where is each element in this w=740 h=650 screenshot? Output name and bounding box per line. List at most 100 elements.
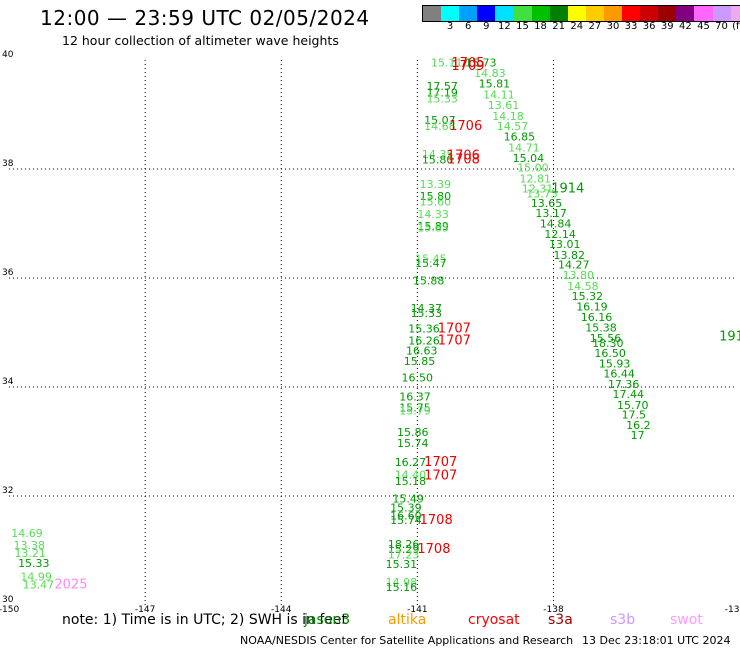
wave-height-color-scale <box>422 5 740 22</box>
pass-time-label: 1707 <box>424 455 457 470</box>
pass-time-label: 1708 <box>417 542 450 557</box>
wave-height-reading: 15.60 <box>420 196 452 209</box>
wave-height-reading: 15.31 <box>386 558 418 571</box>
legend-satellite-cryosat: cryosat <box>468 612 520 628</box>
wave-height-reading: 15.70 <box>617 399 649 412</box>
scale-swatch <box>622 6 641 21</box>
wave-height-reading: 12.81 <box>519 173 551 186</box>
wave-height-reading: 16.19 <box>576 301 608 314</box>
wave-height-reading: 16.2 <box>626 419 651 432</box>
wave-height-reading: 16.60 <box>390 509 422 522</box>
wave-height-reading: 16.26 <box>408 334 440 347</box>
wave-height-reading: 15.07 <box>424 114 456 127</box>
wave-height-reading: 18.30 <box>592 337 624 350</box>
wave-height-reading: 14.98 <box>386 576 418 589</box>
pass-time-label: 1914 <box>719 330 740 345</box>
scale-label: 45 <box>697 21 710 32</box>
lat-tick-label: 32 <box>2 486 13 496</box>
wave-height-reading: 14.40 <box>395 469 427 482</box>
scale-label: 21 <box>552 21 566 32</box>
wave-height-reading: 13.17 <box>535 207 567 220</box>
wave-height-reading: 16.50 <box>594 347 626 360</box>
wave-height-reading: 14.83 <box>474 67 506 80</box>
lon-tick-label: -150 <box>0 605 19 615</box>
wave-height-reading: 16.44 <box>603 368 635 381</box>
wave-height-reading: 17.5 <box>622 409 647 422</box>
wave-height-reading: 13.01 <box>549 238 581 251</box>
wave-height-reading: 15.74 <box>397 437 429 450</box>
wave-height-reading: 13.80 <box>563 269 595 282</box>
lon-tick-label: -147 <box>135 605 155 615</box>
scale-label: 18 <box>534 21 547 32</box>
wave-height-reading: 16.16 <box>581 311 613 324</box>
wave-height-reading: 14.68 <box>424 120 456 133</box>
scale-swatch <box>712 6 731 21</box>
wave-height-reading: 15.85 <box>404 355 436 368</box>
scale-swatch <box>567 6 586 21</box>
scale-label: 33 <box>624 21 638 32</box>
wave-height-reading: 15.00 <box>517 162 549 175</box>
wave-height-reading: 15.89 <box>417 220 449 233</box>
wave-height-reading: 17 <box>631 429 645 442</box>
wave-height-reading: 15.38 <box>585 321 617 334</box>
wave-height-reading: 13.38 <box>14 539 46 552</box>
legend-satellite-altika: altika <box>388 612 427 628</box>
wave-height-reading: 12.14 <box>544 228 576 241</box>
wave-height-reading: 15.86 <box>397 426 429 439</box>
wave-height-reading: 14.11 <box>483 89 515 102</box>
pass-time-label: 1914 <box>551 181 584 196</box>
legend-satellite-jason3: jason3 <box>304 612 351 628</box>
wave-height-reading: 15.79 <box>399 404 431 417</box>
legend-satellite-swot: swot <box>670 612 703 628</box>
wave-height-reading: 15.29 <box>388 543 420 556</box>
wave-height-reading: 15.56 <box>590 332 622 345</box>
wave-height-reading: 17.57 <box>426 80 458 93</box>
legend-note: note: 1) Time is in UTC; 2) SWH is in fe… <box>62 612 348 628</box>
wave-height-reading: 14.27 <box>558 259 590 272</box>
scale-label: 70 <box>715 21 728 32</box>
scale-swatch <box>694 6 713 21</box>
wave-height-reading: 14.58 <box>567 280 599 293</box>
scale-swatch <box>658 6 677 21</box>
scale-unit: (ft) <box>732 21 740 32</box>
scale-label: 24 <box>570 21 584 32</box>
wave-height-reading: 14.33 <box>417 208 449 221</box>
wave-height-reading: 13.75 <box>526 187 558 200</box>
scale-swatch <box>441 6 460 21</box>
map-grid <box>9 60 735 605</box>
scale-label: 9 <box>483 21 490 32</box>
wave-height-reading: 14.99 <box>20 570 52 583</box>
scale-label: 36 <box>642 21 656 32</box>
wave-height-reading: 16.63 <box>406 344 438 357</box>
wave-height-reading: 15.74 <box>390 514 422 527</box>
wave-height-reading: 16.27 <box>395 456 427 469</box>
lon-tick-label: -141 <box>407 605 427 615</box>
wave-height-reading: 15.75 <box>399 402 431 415</box>
wave-height-reading: 14.18 <box>492 110 524 123</box>
scale-swatch <box>531 6 550 21</box>
pass-time-label: 1708 <box>447 153 480 168</box>
scale-swatch <box>676 6 695 21</box>
scale-label: 27 <box>588 21 602 32</box>
wave-height-reading: 12.31 <box>522 182 554 195</box>
lon-tick-label: -134 <box>725 605 740 615</box>
wave-height-reading: 15.49 <box>392 493 424 506</box>
legend-satellite-s3b: s3b <box>610 612 636 628</box>
pass-time-label: 1707 <box>438 322 471 337</box>
map-ticks: -150 -147 -144 -141 -138 -134 40 38 36 34 32 30 <box>0 50 740 615</box>
scale-label: 3 <box>446 21 454 32</box>
wave-height-reading: 15.16 <box>386 581 418 594</box>
wave-height-reading: 15.39 <box>390 501 422 514</box>
map-subtitle: 12 hour collection of altimeter wave hei… <box>62 33 339 48</box>
wave-height-reading: 15.32 <box>572 290 604 303</box>
wave-height-reading: 13.65 <box>531 197 563 210</box>
scale-swatch <box>423 6 442 21</box>
wave-height-reading: 16.37 <box>399 391 431 404</box>
scale-label: 42 <box>678 21 692 32</box>
scale-swatch <box>477 6 496 21</box>
pass-time-label: 1709 <box>451 59 484 74</box>
pass-time-label: 1706 <box>447 149 480 164</box>
lat-tick-label: 34 <box>2 377 14 387</box>
